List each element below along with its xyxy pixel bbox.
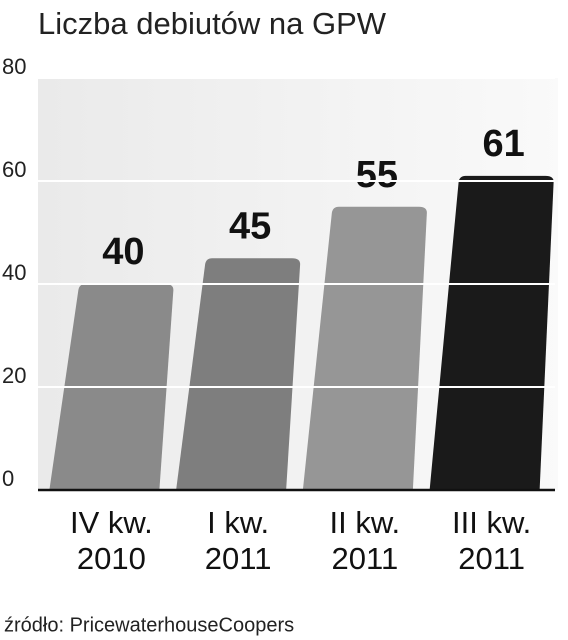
- x-tick-label: IV kw. 2010: [70, 505, 153, 576]
- chart-title: Liczba debiutów na GPW: [38, 6, 387, 41]
- bar: [176, 258, 301, 490]
- source: źródło: PricewaterhouseCoopers: [4, 614, 294, 636]
- y-tick-label: 40: [2, 260, 26, 285]
- value-label: 45: [229, 205, 271, 247]
- value-label: 55: [356, 154, 398, 196]
- bar: [429, 175, 554, 490]
- y-tick-label: 0: [2, 466, 14, 491]
- x-tick-label: II kw. 2011: [329, 505, 401, 576]
- value-label: 61: [482, 123, 524, 165]
- y-tick-label: 60: [2, 157, 26, 182]
- bar: [302, 206, 427, 490]
- x-tick-label: I kw. 2011: [204, 505, 272, 576]
- y-tick-label: 80: [2, 54, 26, 79]
- y-tick-label: 20: [2, 363, 26, 388]
- x-tick-label: III kw. 2011: [452, 505, 532, 576]
- value-label: 40: [102, 231, 144, 273]
